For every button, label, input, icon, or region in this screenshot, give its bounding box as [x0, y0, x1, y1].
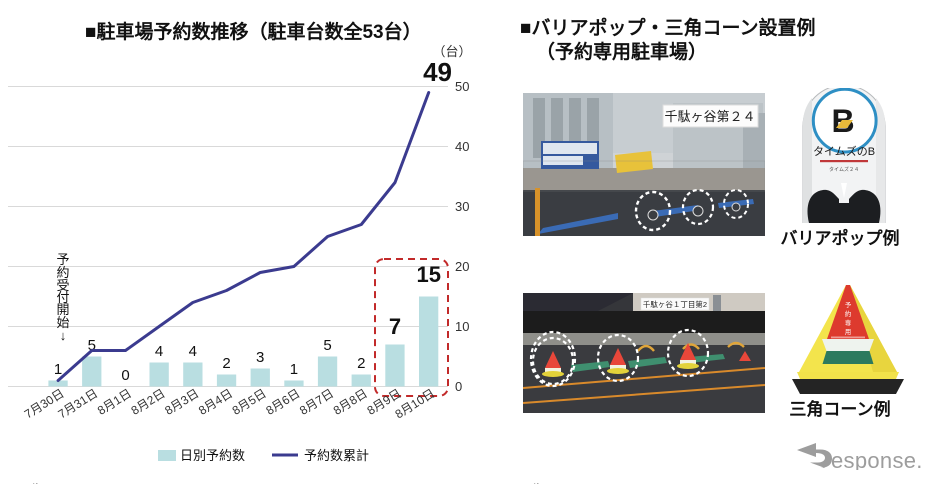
- svg-text:10: 10: [455, 319, 469, 334]
- svg-text:5: 5: [323, 337, 331, 354]
- svg-text:3: 3: [256, 349, 264, 366]
- svg-text:専: 専: [845, 318, 851, 327]
- svg-text:15: 15: [416, 262, 440, 287]
- svg-text:日別予約数: 日別予約数: [180, 448, 245, 463]
- svg-text:esponse.: esponse.: [831, 448, 923, 470]
- svg-text:予: 予: [845, 301, 851, 309]
- svg-text:8月8日: 8月8日: [331, 386, 370, 418]
- svg-text:2: 2: [222, 355, 230, 372]
- svg-text:用: 用: [845, 328, 851, 336]
- svg-text:タイムズのB: タイムズのB: [813, 144, 875, 158]
- svg-text:千駄ヶ谷１丁目第2: 千駄ヶ谷１丁目第2: [643, 299, 707, 309]
- svg-text:千駄ヶ谷第２４: 千駄ヶ谷第２４: [664, 109, 755, 124]
- svg-text:8月4日: 8月4日: [196, 386, 235, 418]
- svg-text:7: 7: [389, 314, 401, 339]
- svg-text:約: 約: [845, 309, 851, 318]
- svg-text:1: 1: [290, 361, 298, 378]
- svg-text:40: 40: [455, 139, 469, 154]
- svg-text:20: 20: [455, 259, 469, 274]
- svg-text:8月6日: 8月6日: [263, 386, 302, 418]
- svg-text:8月5日: 8月5日: [230, 386, 269, 418]
- svg-text:2: 2: [357, 355, 365, 372]
- svg-text:8月7日: 8月7日: [297, 386, 336, 418]
- svg-text:30: 30: [455, 199, 469, 214]
- svg-text:4: 4: [155, 343, 163, 360]
- svg-text:4: 4: [189, 343, 197, 360]
- svg-text:8月2日: 8月2日: [129, 386, 168, 418]
- svg-text:タイムズ２４: タイムズ２４: [829, 166, 859, 173]
- svg-text:1: 1: [54, 361, 62, 378]
- svg-text:50: 50: [455, 79, 469, 94]
- svg-text:0: 0: [121, 367, 129, 384]
- svg-text:49: 49: [423, 57, 452, 87]
- svg-text:↓: ↓: [60, 328, 67, 343]
- svg-text:8月1日: 8月1日: [95, 386, 134, 418]
- svg-text:0: 0: [455, 379, 462, 394]
- svg-text:予約数累計: 予約数累計: [304, 448, 369, 463]
- svg-text:8月3日: 8月3日: [162, 386, 201, 418]
